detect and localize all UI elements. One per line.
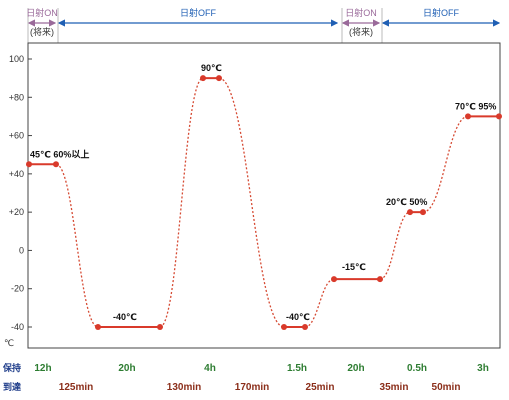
hold-value-label: -40℃ [286,312,310,322]
y-tick-label: +40 [9,169,24,179]
hold-marker [496,113,502,120]
hold-marker [407,209,413,216]
ramp-time-label: 35min [380,382,409,393]
hold-marker [53,161,59,168]
hold-time-label: 0.5h [407,363,427,374]
y-tick-label: 0 [19,245,24,255]
ramp-segment [304,278,335,328]
ramp-time-label: 25min [306,382,335,393]
hold-row-title: 保持 [2,362,21,373]
ramp-segment [422,115,469,213]
hold-marker [95,324,101,330]
hold-marker [26,161,32,168]
hold-time-label: 3h [477,363,489,374]
hold-value-label: 20℃ 50% [386,197,427,207]
ramp-time-label: 50min [432,382,461,393]
y-tick-label: -40 [11,322,24,332]
y-tick-label: 100 [9,54,24,64]
sun-band-label: 日射ON [26,7,58,18]
y-tick-label: +60 [9,131,24,141]
sun-bands: 日射ON (将来) 日射OFF 日射ON (将来) 日射OFF [26,7,501,43]
hold-time-label: 20h [118,363,135,374]
ramp-segment [218,77,285,328]
hold-lines [26,75,502,330]
ramp-segment [159,77,204,328]
hold-value-label: -40℃ [113,312,137,322]
ramp-lines [55,77,469,328]
hold-marker [420,209,426,216]
hold-marker [331,276,337,283]
ramp-time-label: 170min [235,382,269,393]
ramp-segment [379,211,411,280]
sun-band-sublabel: (将来) [349,27,373,37]
point-labels: 45℃ 60%以上 -40℃ 90℃ -40℃ -15℃ 20℃ 50% 70℃ 95% [30,63,496,322]
hold-marker [302,324,308,330]
sun-band-sublabel: (将来) [30,27,54,37]
sun-band-label: 日射OFF [180,7,216,18]
ramp-segment [55,163,99,328]
hold-marker [200,75,206,82]
sun-band-label: 日射ON [345,7,377,18]
hold-marker [465,113,471,120]
y-axis-label: ℃ [4,338,14,348]
hold-marker [377,276,383,283]
hold-marker [281,324,287,330]
hold-marker [216,75,222,82]
y-tick-label: +20 [9,207,24,217]
hold-time-label: 1.5h [287,363,307,374]
hold-time-label: 4h [204,363,216,374]
ramp-time-label: 125min [59,382,93,393]
hold-time-label: 12h [34,363,51,374]
hold-value-label: -15℃ [342,262,366,272]
hold-value-label: 90℃ [201,63,222,73]
y-tick-label: -20 [11,284,24,294]
sun-band-label: 日射OFF [423,7,459,18]
hold-time-label: 20h [347,363,364,374]
hold-value-label: 70℃ 95% [455,101,496,111]
hold-marker [157,324,163,330]
y-axis: -40 -20 0 +20 +40 +60 +80 100 [9,54,32,332]
ramp-time-label: 130min [167,382,201,393]
plot-area [27,42,501,349]
ramp-row-title: 到達 [3,381,21,392]
y-tick-label: +80 [9,92,24,102]
hold-value-label: 45℃ 60%以上 [30,148,89,159]
